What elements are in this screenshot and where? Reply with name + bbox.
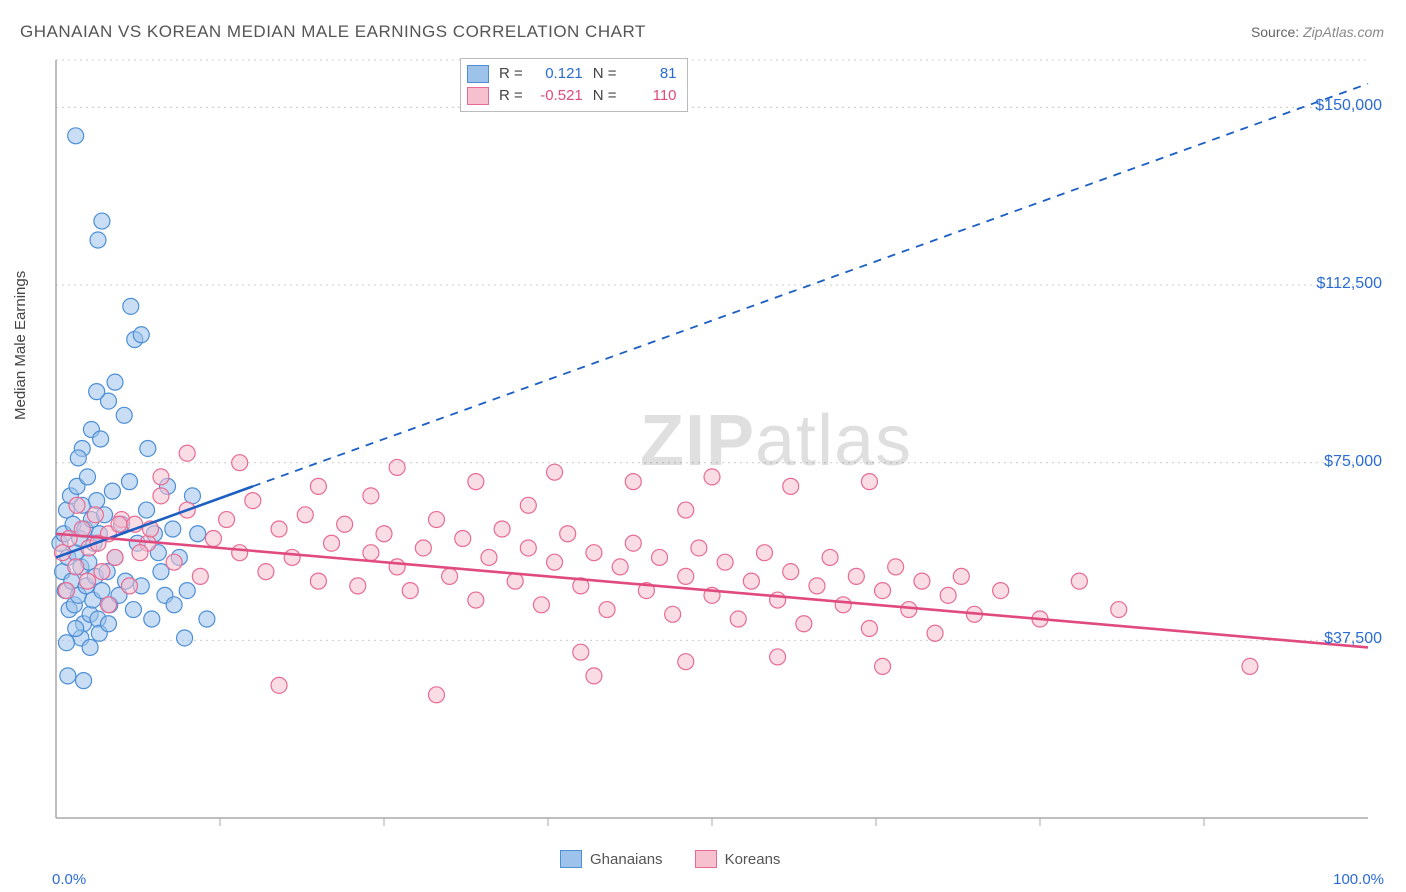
y-tick-label: $112,500: [1316, 275, 1382, 293]
stats-row: R = 0.121 N = 81: [467, 63, 677, 85]
x-axis-min-label: 0.0%: [52, 871, 86, 888]
legend-item: Ghanaians: [560, 850, 663, 868]
plot-area: [48, 48, 1382, 838]
stats-row: R = -0.521 N = 110: [467, 85, 677, 107]
y-tick-label: $75,000: [1324, 453, 1382, 471]
y-axis-label: Median Male Earnings: [12, 271, 29, 420]
swatch-ghanaians: [467, 65, 489, 83]
y-tick-label: $150,000: [1315, 97, 1382, 115]
bottom-legend: Ghanaians Koreans: [560, 850, 780, 868]
legend-swatch-koreans: [695, 850, 717, 868]
y-tick-label: $37,500: [1324, 630, 1382, 648]
scatter-plot-svg: [48, 48, 1382, 838]
x-axis-max-label: 100.0%: [1333, 871, 1384, 888]
legend-swatch-ghanaians: [560, 850, 582, 868]
stat-r-label: R =: [499, 85, 523, 107]
correlation-stats-box: R = 0.121 N = 81 R = -0.521 N = 110: [460, 58, 688, 112]
stat-r-value: -0.521: [533, 85, 583, 107]
stat-r-label: R =: [499, 63, 523, 85]
chart-source: Source: ZipAtlas.com: [1251, 24, 1384, 40]
source-label: Source:: [1251, 24, 1299, 40]
stat-r-value: 0.121: [533, 63, 583, 85]
stat-n-label: N =: [593, 85, 617, 107]
stat-n-value: 110: [627, 85, 677, 107]
legend-item: Koreans: [695, 850, 781, 868]
chart-title: GHANAIAN VS KOREAN MEDIAN MALE EARNINGS …: [20, 22, 646, 42]
stat-n-value: 81: [627, 63, 677, 85]
legend-label: Ghanaians: [590, 851, 663, 868]
legend-label: Koreans: [725, 851, 781, 868]
source-value: ZipAtlas.com: [1303, 24, 1384, 40]
swatch-koreans: [467, 87, 489, 105]
stat-n-label: N =: [593, 63, 617, 85]
